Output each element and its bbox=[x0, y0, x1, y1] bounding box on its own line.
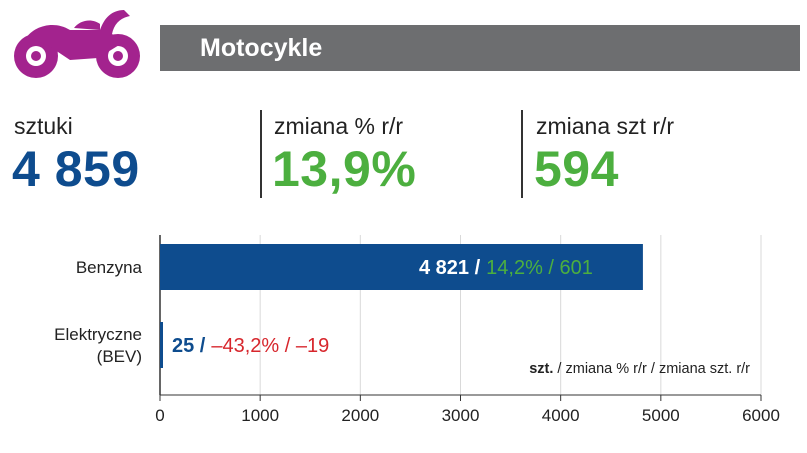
kpi-percent-change-value: 13,9% bbox=[272, 141, 417, 197]
category-label-line: Benzyna bbox=[76, 258, 143, 277]
category-label: Benzyna bbox=[76, 258, 143, 277]
motorcycle-icon bbox=[14, 10, 140, 78]
bar-chart: Benzyna 4 821 /14,2% / 601 Elektryczne (BEV… bbox=[54, 235, 780, 425]
legend-note-rest: / zmiana % r/r / zmiana szt. r/r bbox=[553, 361, 750, 377]
data-label-units: 4 821 / bbox=[419, 257, 481, 279]
kpi-units-value: 4 859 bbox=[12, 141, 140, 197]
category-label-line: (BEV) bbox=[97, 347, 142, 366]
x-tick-label: 3000 bbox=[442, 406, 480, 425]
kpi-divider bbox=[521, 110, 523, 198]
data-label-units: 25 / bbox=[172, 335, 206, 357]
page-title: Motocykle bbox=[160, 25, 800, 71]
x-tick-label: 2000 bbox=[341, 406, 379, 425]
category-label: Elektryczne (BEV) bbox=[54, 325, 142, 366]
x-tick-label: 6000 bbox=[742, 406, 780, 425]
data-label-change: 14,2% / 601 bbox=[486, 257, 593, 279]
kpi-percent-change-label: zmiana % r/r bbox=[274, 113, 404, 139]
x-tick-label: 1000 bbox=[241, 406, 279, 425]
kpi-divider bbox=[260, 110, 262, 198]
legend-note-bold: szt. bbox=[529, 361, 553, 377]
x-tick-label: 4000 bbox=[542, 406, 580, 425]
bar bbox=[160, 244, 643, 290]
kpi-units-change-value: 594 bbox=[534, 141, 619, 197]
data-label: 25 /–43,2% / –19 bbox=[172, 335, 329, 357]
data-label: 4 821 /14,2% / 601 bbox=[419, 257, 593, 279]
legend-note: szt. / zmiana % r/r / zmiana szt. r/r bbox=[529, 361, 750, 377]
x-tick-label: 0 bbox=[155, 406, 164, 425]
kpi-units-change-label: zmiana szt r/r bbox=[536, 113, 675, 139]
data-label-change: –43,2% / –19 bbox=[211, 335, 329, 357]
x-tick-label: 5000 bbox=[642, 406, 680, 425]
category-label-line: Elektryczne bbox=[54, 325, 142, 344]
bar bbox=[160, 322, 163, 368]
kpi-units-label: sztuki bbox=[14, 113, 73, 139]
